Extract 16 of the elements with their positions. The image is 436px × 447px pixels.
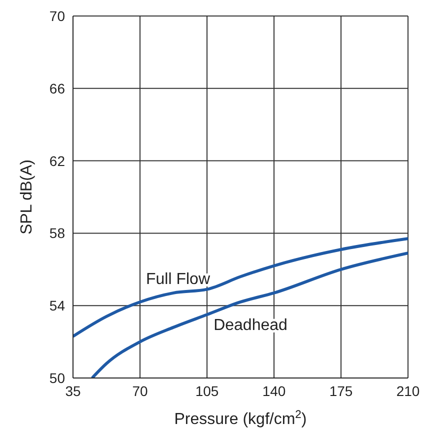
x-tick-label: 210: [396, 382, 420, 399]
y-tick-label: 66: [49, 80, 66, 96]
y-tick-label: 58: [49, 225, 66, 242]
y-tick-label: 70: [49, 8, 66, 24]
y-tick-label: 54: [49, 298, 66, 314]
x-tick-label: 70: [132, 382, 148, 399]
x-tick-label: 35: [65, 382, 81, 399]
x-axis-title: Pressure (kgf/cm$^{2}$): [174, 409, 307, 428]
x-tick-label: 140: [262, 382, 286, 399]
x-tick-label: 175: [329, 382, 353, 399]
x-tick-label: 105: [195, 382, 219, 399]
line-series: [90, 252, 408, 378]
y-axis-title: SPL dB(A): [18, 160, 36, 234]
y-tick-label: 62: [49, 152, 66, 169]
line-series: [73, 237, 408, 338]
y-tick-label: 50: [49, 370, 66, 386]
